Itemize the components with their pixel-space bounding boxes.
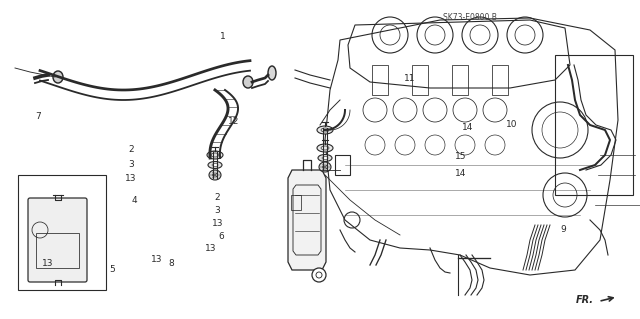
Text: 13: 13 — [205, 244, 217, 253]
Polygon shape — [288, 170, 326, 270]
Text: 15: 15 — [455, 152, 467, 161]
Ellipse shape — [53, 71, 63, 83]
Text: SK73-E0800 B: SK73-E0800 B — [444, 13, 497, 22]
Ellipse shape — [319, 162, 331, 172]
Ellipse shape — [268, 66, 276, 80]
Ellipse shape — [243, 76, 253, 88]
Text: 2: 2 — [129, 145, 134, 154]
Ellipse shape — [212, 164, 218, 167]
Ellipse shape — [317, 144, 333, 152]
Text: 5: 5 — [109, 265, 115, 274]
Ellipse shape — [322, 157, 328, 160]
Circle shape — [312, 268, 326, 282]
Text: 13: 13 — [151, 256, 163, 264]
Text: 4: 4 — [132, 197, 137, 205]
Text: FR.: FR. — [576, 295, 594, 305]
Ellipse shape — [209, 170, 221, 180]
FancyBboxPatch shape — [28, 198, 87, 282]
Ellipse shape — [208, 161, 222, 168]
Bar — [492, 65, 508, 95]
Text: 9: 9 — [561, 225, 566, 234]
Text: 14: 14 — [455, 169, 467, 178]
Bar — [452, 65, 468, 95]
Text: 3: 3 — [215, 206, 220, 215]
Bar — [555, 55, 633, 195]
Text: 12: 12 — [228, 117, 239, 126]
Text: 13: 13 — [212, 219, 223, 228]
Text: 10: 10 — [506, 120, 518, 129]
Ellipse shape — [318, 154, 332, 161]
Bar — [18, 175, 106, 290]
Text: 3: 3 — [129, 160, 134, 169]
Ellipse shape — [207, 151, 223, 159]
Bar — [412, 65, 428, 95]
Text: 14: 14 — [461, 123, 473, 132]
Bar — [372, 65, 388, 95]
Text: 8: 8 — [169, 259, 174, 268]
Text: 6: 6 — [218, 232, 223, 241]
Text: 11: 11 — [404, 74, 415, 83]
Bar — [335, 155, 350, 175]
Text: 2: 2 — [215, 193, 220, 202]
Ellipse shape — [317, 126, 333, 134]
Text: 7: 7 — [36, 112, 41, 121]
Text: 1: 1 — [220, 32, 225, 41]
Text: 13: 13 — [125, 174, 137, 183]
Bar — [291, 195, 301, 210]
Text: 13: 13 — [42, 259, 54, 268]
Bar — [36, 233, 79, 268]
